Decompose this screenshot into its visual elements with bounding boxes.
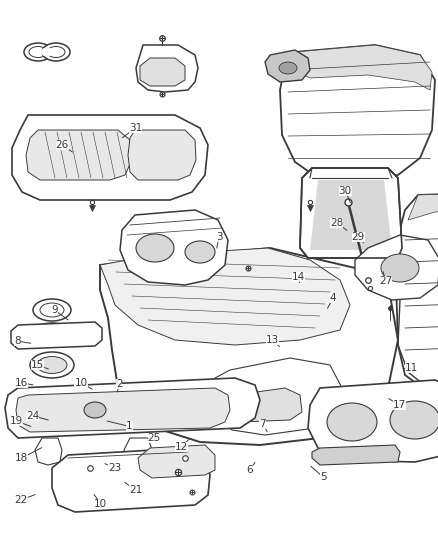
Polygon shape — [136, 45, 198, 92]
Ellipse shape — [40, 303, 64, 317]
Polygon shape — [395, 192, 438, 395]
Text: 15: 15 — [31, 360, 44, 370]
Polygon shape — [100, 248, 350, 345]
Text: 28: 28 — [330, 218, 343, 228]
Polygon shape — [355, 235, 438, 300]
Text: 3: 3 — [215, 232, 223, 242]
Polygon shape — [265, 50, 310, 82]
Polygon shape — [35, 438, 62, 465]
Polygon shape — [140, 58, 185, 86]
Text: 9: 9 — [51, 305, 58, 315]
Polygon shape — [11, 322, 102, 349]
Polygon shape — [290, 45, 432, 90]
Polygon shape — [120, 210, 228, 285]
Ellipse shape — [381, 254, 419, 282]
Polygon shape — [12, 115, 208, 200]
Text: 16: 16 — [14, 378, 28, 387]
Polygon shape — [16, 388, 230, 432]
Polygon shape — [124, 438, 152, 465]
Polygon shape — [138, 445, 215, 478]
Text: 22: 22 — [14, 495, 28, 505]
Text: 11: 11 — [405, 363, 418, 373]
Polygon shape — [100, 248, 398, 445]
Polygon shape — [312, 445, 400, 465]
Text: 5: 5 — [320, 472, 327, 482]
Ellipse shape — [24, 43, 52, 61]
Polygon shape — [128, 130, 196, 180]
Text: 18: 18 — [14, 454, 28, 463]
Text: 2: 2 — [116, 379, 123, 389]
Text: 26: 26 — [56, 140, 69, 150]
Text: 1: 1 — [126, 422, 133, 431]
Ellipse shape — [33, 299, 71, 321]
Text: 24: 24 — [26, 411, 39, 421]
Text: 4: 4 — [329, 294, 336, 303]
Ellipse shape — [39, 327, 66, 343]
Ellipse shape — [30, 352, 74, 378]
Text: 10: 10 — [74, 378, 88, 387]
Text: 23: 23 — [108, 463, 121, 473]
Ellipse shape — [42, 43, 70, 61]
Polygon shape — [226, 388, 302, 422]
Polygon shape — [408, 192, 438, 222]
Ellipse shape — [47, 46, 65, 58]
Ellipse shape — [390, 401, 438, 439]
Ellipse shape — [31, 323, 73, 347]
Text: 21: 21 — [129, 486, 142, 495]
Polygon shape — [52, 448, 210, 512]
Ellipse shape — [136, 234, 174, 262]
Polygon shape — [300, 168, 402, 258]
Ellipse shape — [29, 46, 47, 58]
Text: 30: 30 — [339, 186, 352, 196]
Polygon shape — [26, 130, 132, 180]
Text: 10: 10 — [94, 499, 107, 508]
Text: 31: 31 — [129, 123, 142, 133]
Ellipse shape — [279, 62, 297, 74]
Polygon shape — [280, 45, 435, 182]
Ellipse shape — [37, 357, 67, 374]
Text: 25: 25 — [148, 433, 161, 443]
Text: 7: 7 — [259, 419, 266, 429]
Text: 6: 6 — [246, 465, 253, 475]
Text: 14: 14 — [292, 272, 305, 282]
Text: 19: 19 — [10, 416, 23, 426]
Ellipse shape — [41, 48, 53, 56]
Polygon shape — [210, 358, 342, 435]
Text: 8: 8 — [14, 336, 21, 346]
Polygon shape — [308, 380, 438, 462]
Text: 17: 17 — [393, 400, 406, 410]
Text: 12: 12 — [175, 442, 188, 451]
Ellipse shape — [185, 241, 215, 263]
Text: 13: 13 — [266, 335, 279, 345]
Polygon shape — [310, 180, 392, 250]
Ellipse shape — [327, 403, 377, 441]
Ellipse shape — [84, 402, 106, 418]
Polygon shape — [5, 378, 260, 438]
Text: 29: 29 — [352, 232, 365, 242]
Text: 27: 27 — [379, 277, 392, 286]
